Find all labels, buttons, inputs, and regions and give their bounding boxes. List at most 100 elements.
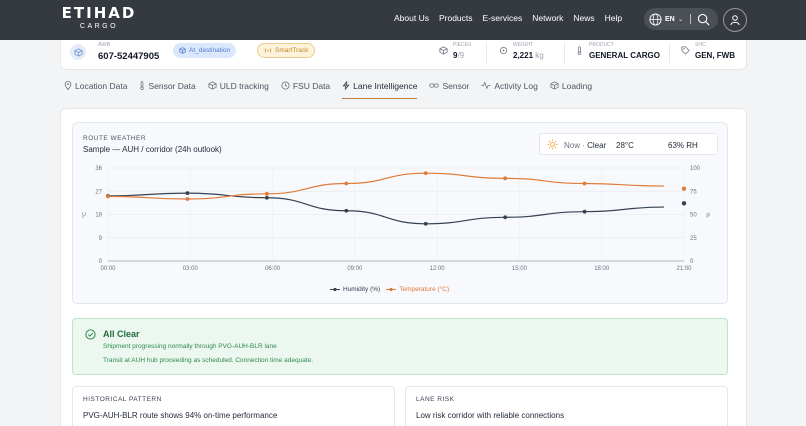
alert-title: All Clear [103, 329, 140, 339]
data-point-humidity [423, 221, 428, 226]
series-line-humidity [107, 192, 665, 225]
user-account-button[interactable] [723, 8, 747, 32]
now-temperature: 28°C [616, 141, 634, 150]
package-icon [179, 47, 186, 54]
y-left-tick-label: 27 [95, 189, 102, 195]
weather-line-chart: 0 9 18 27 36 0 25 50 75 100 °C % 00:00 03:00 06:00 09:0… [82, 166, 710, 272]
y-right-axis-label: % [704, 213, 710, 218]
tab-uld-tracking[interactable]: ULD tracking [208, 79, 269, 99]
tab-label: Location Data [75, 81, 128, 91]
nav-e-services[interactable]: E-services [482, 13, 523, 23]
map-pin-icon [64, 81, 72, 90]
tab-label: Lane Intelligence [353, 81, 418, 91]
data-point-temperature-current [681, 186, 687, 191]
tab-label: Loading [561, 81, 593, 91]
shc-value: GEN, FWB [695, 51, 735, 60]
legend-swatch-temperature [386, 287, 397, 292]
historical-pattern-text: PVG-AUH-BLR route shows 94% on-time perf… [83, 411, 278, 420]
product-value: GENERAL CARGO [589, 51, 660, 60]
data-point-humidity [185, 191, 190, 196]
chart-legend: Humidity (%) Temperature (°C) [330, 286, 449, 293]
now-prefix: Now · [564, 141, 585, 150]
now-label: Now · Clear [564, 141, 606, 150]
tab-sensor[interactable]: Sensor [429, 79, 469, 99]
etihad-cargo-logo[interactable]: ETIHAD CARGO [60, 6, 138, 31]
y-left-axis-label: °C [82, 212, 88, 218]
x-tick-label: 18:00 [594, 266, 610, 272]
tab-location-data[interactable]: Location Data [64, 79, 127, 99]
tab-activity-log[interactable]: Activity Log [481, 79, 538, 99]
x-tick-label: 15:00 [512, 266, 528, 272]
tag-icon [681, 46, 690, 55]
tab-sensor-data[interactable]: Sensor Data [139, 79, 196, 99]
legend-item-temperature[interactable]: Temperature (°C) [386, 286, 449, 293]
box-icon [550, 81, 559, 90]
divider [564, 43, 565, 63]
tab-label: Sensor Data [148, 81, 196, 91]
all-clear-alert: All Clear Shipment progressing normally … [72, 318, 728, 375]
thermometer-icon [140, 81, 145, 90]
tab-label: Activity Log [494, 81, 538, 91]
y-left-tick-label: 36 [95, 166, 102, 172]
main-nav: About Us Products E-services Network New… [394, 13, 632, 23]
y-right-tick-label: 25 [690, 236, 697, 242]
data-point-humidity-current [681, 201, 687, 206]
clock-icon [281, 81, 290, 90]
y-right-tick-label: 0 [690, 259, 694, 265]
divider [689, 14, 691, 24]
legend-swatch-humidity [330, 287, 340, 292]
current-weather-box: Now · Clear 28°C 63% RH [539, 133, 718, 155]
language-selector[interactable]: EN [665, 15, 675, 23]
nav-help[interactable]: Help [604, 13, 623, 23]
status-badge-label: At_destination [189, 47, 231, 54]
weight-icon [499, 46, 508, 55]
nav-about-us[interactable]: About Us [394, 13, 429, 23]
language-search-pill: EN ⌄ [644, 8, 718, 30]
data-point-temperature [264, 191, 269, 196]
weight-value: 2,221 kg [513, 51, 544, 60]
search-icon[interactable] [697, 13, 710, 26]
x-tick-label: 00:00 [100, 266, 116, 272]
box-icon [208, 81, 217, 90]
y-right-tick-label: 100 [690, 166, 701, 172]
pieces-label: PIECES [453, 42, 472, 48]
x-tick-label: 12:00 [430, 266, 446, 272]
awb-number: 607-52447905 [98, 51, 160, 62]
smarttrack-badge[interactable]: SmartTrack [257, 43, 316, 58]
tab-label: Sensor [442, 81, 470, 91]
tab-fsu-data[interactable]: FSU Data [281, 79, 330, 99]
product-label: PRODUCT [589, 42, 614, 48]
box-icon [439, 46, 448, 55]
historical-pattern-heading: HISTORICAL PATTERN [83, 396, 162, 403]
y-left-tick-label: 9 [99, 236, 103, 242]
pieces-count: 9 [453, 51, 458, 60]
tab-loading[interactable]: Loading [550, 79, 592, 99]
x-tick-label: 03:00 [183, 266, 199, 272]
globe-icon[interactable] [649, 12, 662, 26]
weight-amount: 2,221 [513, 51, 534, 60]
legend-label-humidity: Humidity (%) [343, 286, 381, 293]
awb-label: AWB [98, 42, 111, 48]
legend-item-humidity[interactable]: Humidity (%) [330, 286, 380, 293]
tab-lane-intelligence[interactable]: Lane Intelligence [342, 79, 418, 99]
now-condition: Clear [587, 141, 607, 150]
nav-network[interactable]: Network [532, 13, 564, 23]
chevron-down-icon[interactable]: ⌄ [677, 16, 684, 23]
detail-tabs: Location Data Sensor Data ULD tracking F… [64, 79, 604, 99]
route-weather-subtitle: Sample — AUH / corridor (24h outlook) [83, 145, 222, 154]
pieces-value: 9/9 [453, 51, 464, 60]
status-badge: At_destination [173, 43, 237, 58]
user-icon [730, 15, 740, 26]
thermometer-icon [577, 46, 582, 55]
data-point-temperature [423, 171, 428, 176]
nav-news[interactable]: News [573, 13, 595, 23]
signal-icon [264, 48, 272, 53]
y-left-tick-label: 0 [99, 259, 103, 265]
data-point-temperature [582, 181, 587, 186]
legend-label-temperature: Temperature (°C) [399, 286, 450, 293]
lane-risk-text: Low risk corridor with reliable connecti… [416, 411, 565, 420]
nav-products[interactable]: Products [438, 13, 473, 23]
x-tick-label: 06:00 [265, 266, 281, 272]
smarttrack-label: SmartTrack [275, 47, 309, 54]
alert-line-2: Transit at AUH hub proceeding as schedul… [103, 357, 314, 364]
